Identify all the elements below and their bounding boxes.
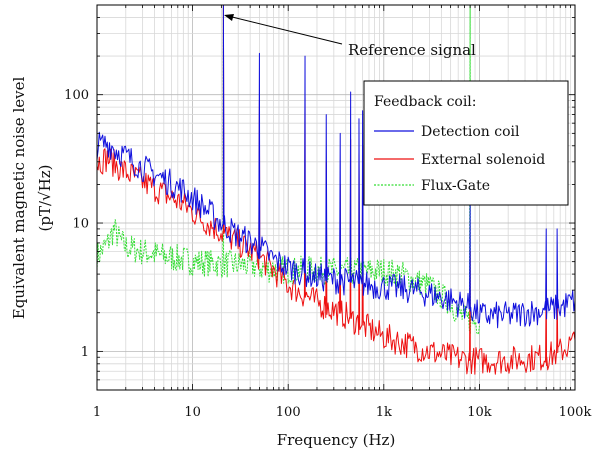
x-tick-label: 1k [376,405,392,420]
x-tick-label: 1 [93,405,101,420]
annotation-arrow-line [227,15,343,45]
x-axis-title: Frequency (Hz) [277,431,396,449]
legend-box [363,80,569,206]
legend-label-external-solenoid: External solenoid [421,152,545,168]
reference-signal-annotation: Reference signal [224,14,476,59]
annotation-label: Reference signal [348,41,476,59]
y-axis-title-line1: Equivalent magnetic noise level [10,77,28,320]
legend: Feedback coil: Detection coil External s… [363,80,569,206]
series-line-detection-coil [97,5,575,329]
x-tick-label: 10k [467,405,492,420]
series-layer [97,5,575,375]
y-tick-label: 1 [81,345,89,360]
y-tick-label: 10 [72,217,89,232]
axis-ticks: 1 10 100 1k 10k 100k 1 10 100 [64,4,592,420]
y-axis-title-line2: (pT/√Hz) [36,165,54,232]
x-tick-label: 100 [276,405,301,420]
y-tick-label: 100 [64,88,89,103]
x-tick-label: 10 [184,405,201,420]
legend-label-flux-gate: Flux-Gate [421,178,490,194]
legend-label-detection-coil: Detection coil [421,124,520,140]
legend-title: Feedback coil: [374,94,477,110]
series-line-flux-gate [97,5,480,335]
x-tick-label: 100k [559,405,592,420]
annotation-arrowhead [224,14,234,21]
plot-frame [96,4,576,391]
